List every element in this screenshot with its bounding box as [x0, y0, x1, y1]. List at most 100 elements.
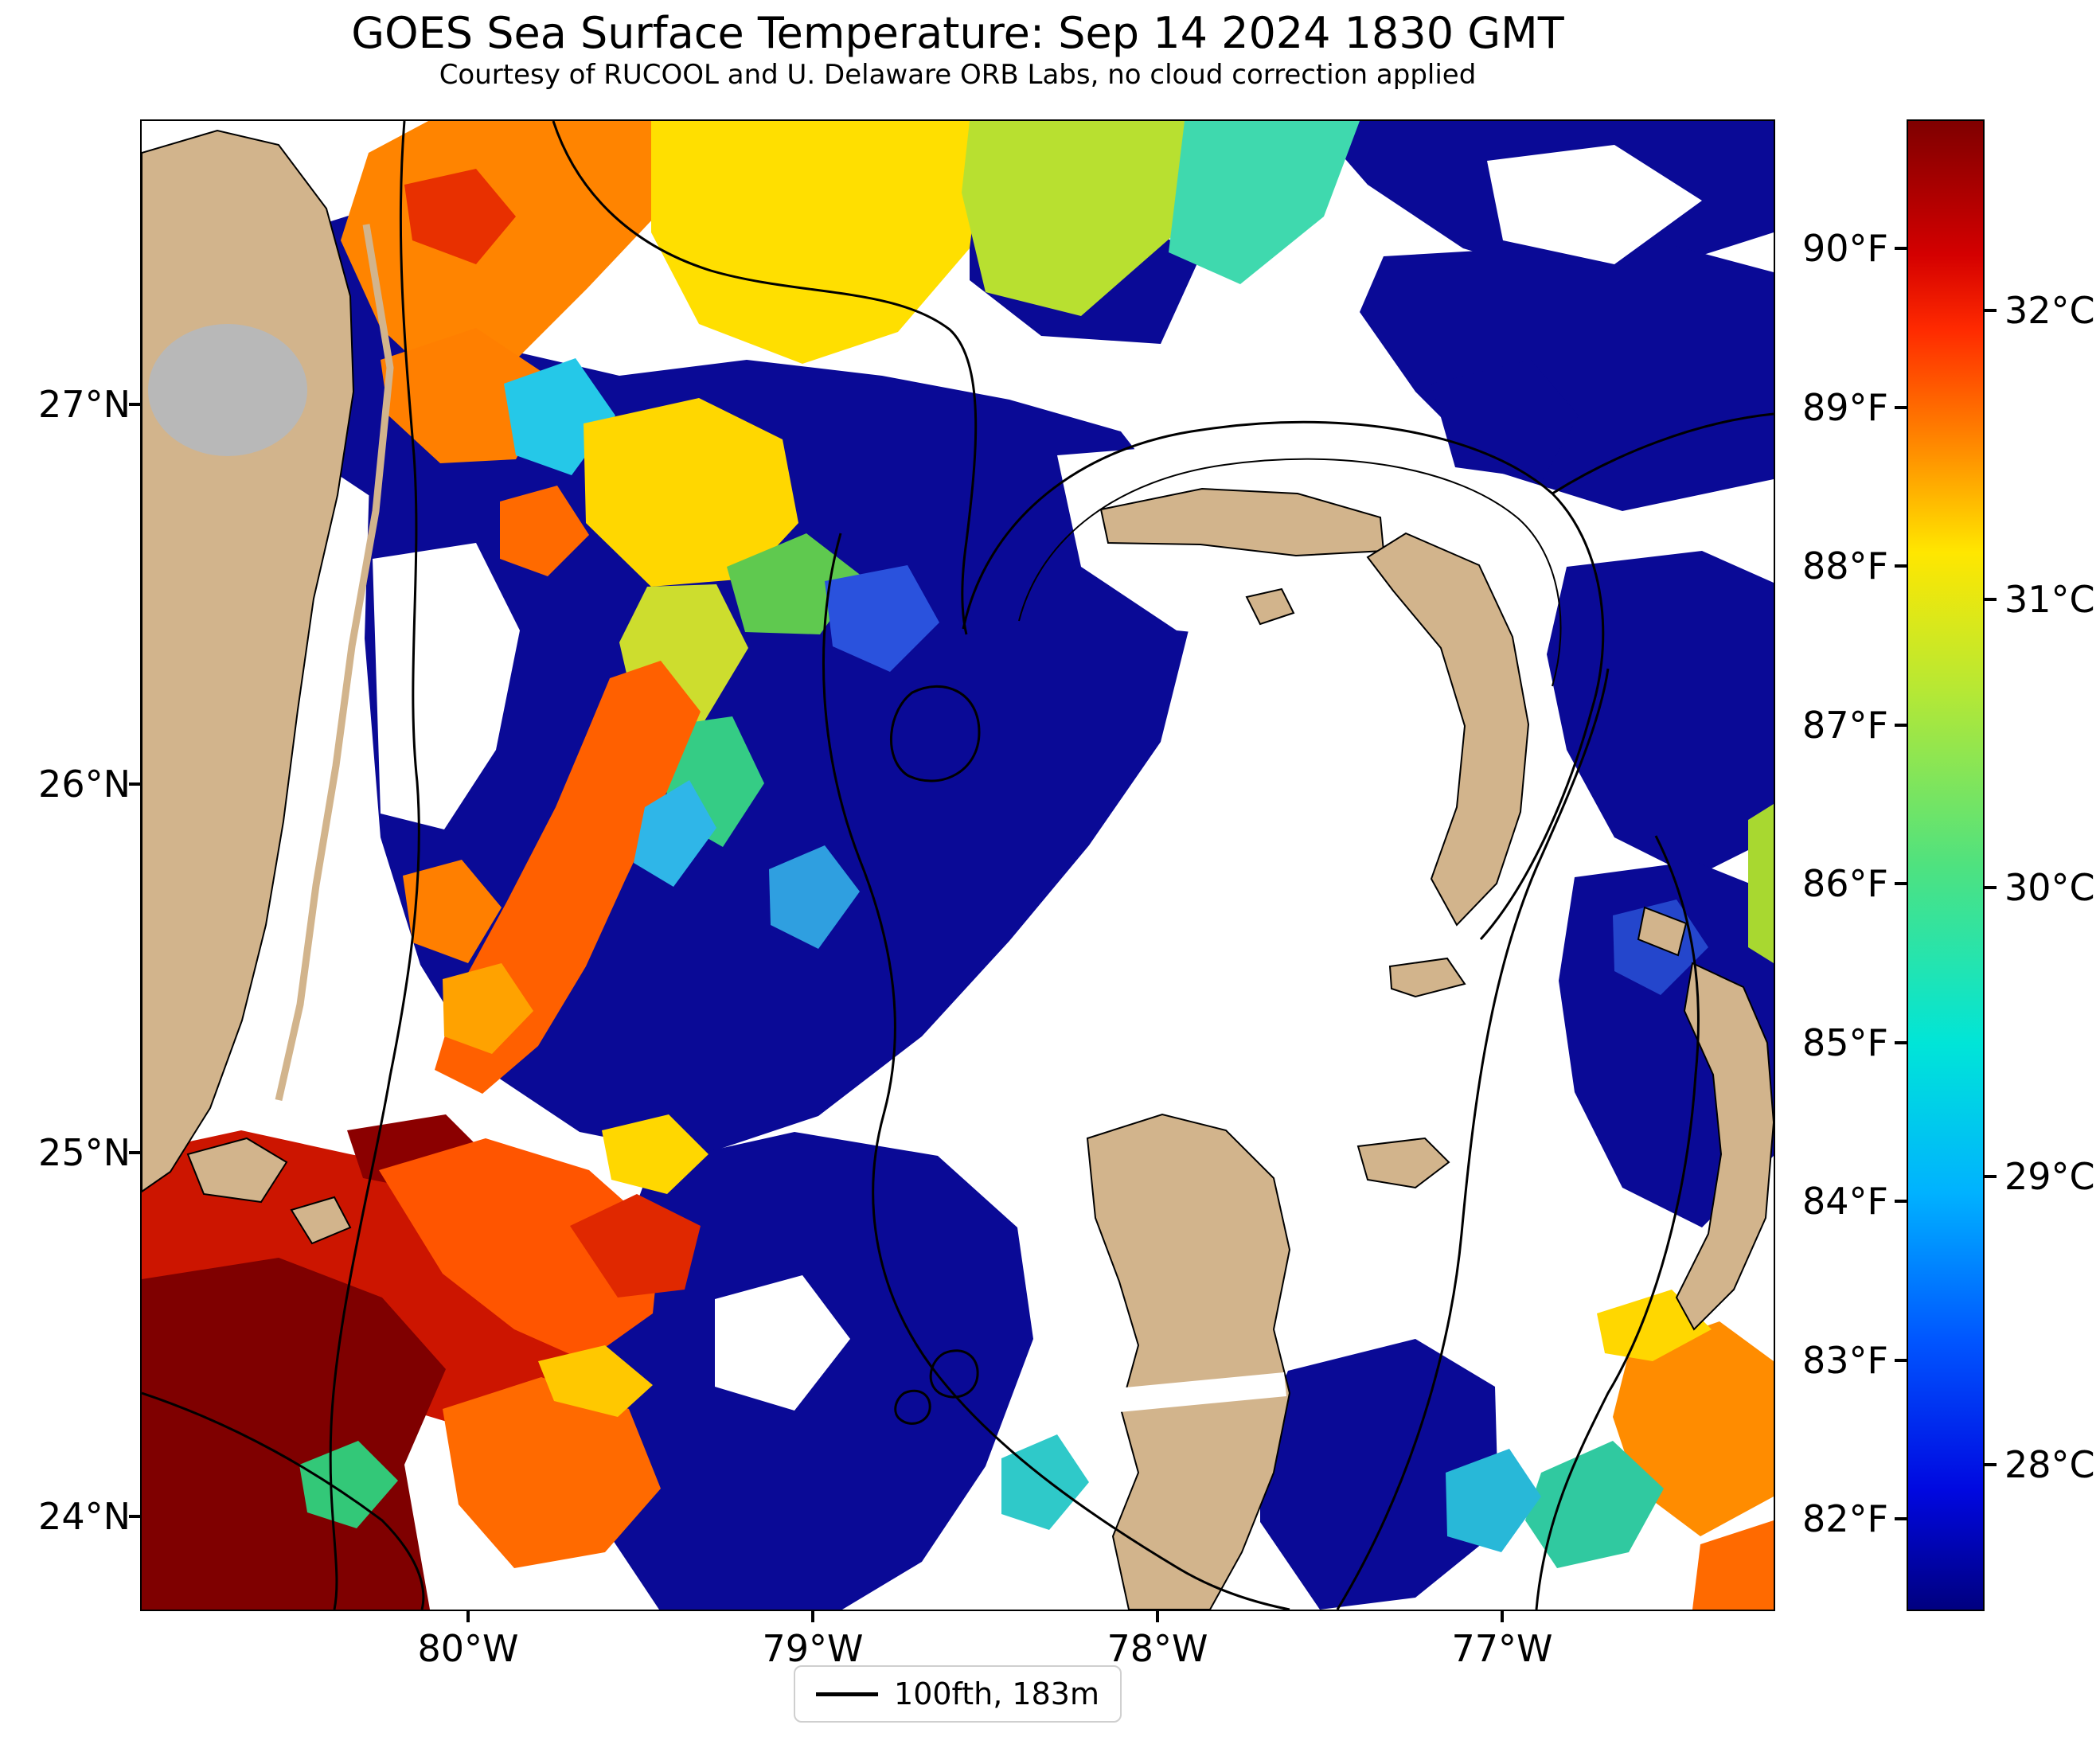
ocean-navy-bottom-right-center	[1260, 1339, 1499, 1610]
colorbar-fahrenheit-label: 88°F	[1802, 544, 1888, 587]
colorbar-celsius-tick-mark	[1985, 1463, 1997, 1466]
colorbar-celsius-tick-mark	[1985, 886, 1997, 889]
land-new-providence	[1356, 1137, 1450, 1189]
longitude-tick-label: 77°W	[1451, 1627, 1553, 1670]
latitude-tick-mark	[129, 782, 142, 786]
sst-se-cyan-ring	[1446, 1449, 1541, 1552]
colorbar-fahrenheit-label: 89°F	[1802, 386, 1888, 429]
contour-great-bank-east	[1336, 668, 1610, 1610]
sst-top-yellowgreen-band	[962, 121, 1200, 316]
contour-great-bank-west	[822, 533, 1290, 1610]
sst-map-panel	[140, 119, 1775, 1611]
colorbar-celsius-label: 30°C	[2004, 866, 2095, 909]
sst-top-yellow-band	[651, 121, 986, 364]
sst-green-dab-low	[299, 1441, 398, 1528]
sst-cyan-dab-bottom	[1001, 1434, 1089, 1530]
colorbar-fahrenheit-tick-mark	[1895, 406, 1907, 409]
latitude-tick-label: 24°N	[38, 1495, 131, 1538]
land-andros-channel	[1117, 1372, 1286, 1412]
sst-coast-orange-1	[403, 860, 502, 963]
figure-subtitle: Courtesy of RUCOOL and U. Delaware ORB L…	[439, 59, 1477, 91]
longitude-tick-label: 80°W	[417, 1627, 519, 1670]
contour-eleuthera-west	[1535, 835, 1700, 1610]
colorbar-celsius-tick-mark	[1985, 1175, 1997, 1178]
colorbar-fahrenheit-tick-mark	[1895, 1359, 1907, 1362]
sst-se-orange-corner	[1692, 1520, 1774, 1610]
cloud-hole-bottom	[715, 1275, 850, 1411]
colorbar-fahrenheit-label: 84°F	[1802, 1180, 1888, 1223]
latitude-tick-label: 26°N	[38, 763, 131, 806]
contour-tongue-loop	[890, 685, 981, 782]
contour-small-loop-1	[929, 1349, 979, 1399]
sst-right-edge-green	[1748, 804, 1774, 963]
land-keys-2	[290, 1196, 352, 1245]
colorbar-fahrenheit-tick-mark	[1895, 247, 1907, 250]
colorbar-fahrenheit-label: 83°F	[1802, 1339, 1888, 1382]
lake-okeechobee	[148, 324, 307, 456]
latitude-tick-mark	[129, 1151, 142, 1154]
sst-top-cyangreen-band	[1169, 121, 1360, 284]
sst-se-cyan-patch	[1525, 1441, 1664, 1568]
sst-cyan-dab-mid	[769, 845, 860, 949]
longitude-tick-mark	[1501, 1610, 1504, 1622]
latitude-tick-label: 25°N	[38, 1131, 131, 1174]
longitude-tick-mark	[811, 1610, 814, 1622]
sst-orange-dab	[500, 486, 589, 576]
colorbar-fahrenheit-tick-mark	[1895, 564, 1907, 568]
colorbar-celsius-tick-mark	[1985, 309, 1997, 312]
latitude-tick-label: 27°N	[38, 383, 131, 426]
land-barrier-island	[275, 224, 394, 1101]
colorbar-fahrenheit-tick-mark	[1895, 882, 1907, 885]
cloud-hole-central-west	[373, 543, 520, 829]
sst-orange-blob-low	[443, 1377, 661, 1568]
land-andros	[1086, 1113, 1291, 1610]
colorbar-celsius-label: 28°C	[2004, 1443, 2095, 1486]
sst-darkred-corner	[142, 1258, 446, 1610]
longitude-tick-label: 78°W	[1107, 1627, 1208, 1670]
latitude-tick-mark	[129, 403, 142, 406]
contour-florida-shelf	[329, 121, 420, 1610]
land-eleuthera-north	[1637, 906, 1688, 957]
sst-yellow-fringe-low	[538, 1345, 653, 1417]
colorbar-fahrenheit-tick-mark	[1895, 1517, 1907, 1520]
land-eleuthera	[1675, 962, 1774, 1331]
longitude-tick-mark	[1156, 1610, 1159, 1622]
colorbar-celsius-label: 31°C	[2004, 578, 2095, 621]
legend: 100fth, 183m	[794, 1665, 1122, 1723]
sst-blue-patch	[825, 565, 939, 672]
colorbar-fahrenheit-tick-mark	[1895, 724, 1907, 727]
contour-southwest	[142, 1391, 425, 1610]
legend-line-sample	[816, 1692, 879, 1696]
sst-red-extension	[570, 1194, 701, 1298]
sst-top-red-speckle	[404, 169, 516, 264]
colorbar-fahrenheit-label: 82°F	[1802, 1497, 1888, 1540]
ocean-navy-topright-2	[1360, 240, 1774, 511]
contour-shelf-north	[552, 121, 978, 635]
figure-title: GOES Sea Surface Temperature: Sep 14 202…	[351, 8, 1564, 58]
colorbar-celsius-label: 32°C	[2004, 289, 2095, 332]
colorbar-fahrenheit-label: 86°F	[1802, 862, 1888, 905]
colorbar-fahrenheit-tick-mark	[1895, 1200, 1907, 1203]
colorbar-celsius-label: 29°C	[2004, 1155, 2095, 1198]
longitude-tick-label: 79°W	[762, 1627, 864, 1670]
sst-map-canvas	[142, 121, 1774, 1610]
sst-yellow-speckle-sw	[602, 1114, 708, 1194]
sst-filament-cyan-edge	[634, 780, 716, 887]
ocean-navy-abaco-east	[1431, 360, 1579, 479]
colorbar	[1907, 119, 1985, 1611]
contour-little-bahama-bank	[962, 420, 1605, 941]
latitude-tick-mark	[129, 1515, 142, 1518]
contour-little-bahama-inner	[1018, 458, 1562, 687]
sst-yellow-blob	[584, 398, 798, 587]
longitude-tick-mark	[466, 1610, 470, 1622]
colorbar-fahrenheit-label: 85°F	[1802, 1021, 1888, 1064]
land-abaco	[1366, 532, 1530, 927]
land-berry-islands	[1388, 957, 1466, 998]
legend-label: 100fth, 183m	[894, 1676, 1099, 1711]
colorbar-fahrenheit-tick-mark	[1895, 1041, 1907, 1044]
contour-small-loop-2	[894, 1389, 931, 1425]
colorbar-fahrenheit-label: 90°F	[1802, 227, 1888, 270]
contour-northeast-ext	[1552, 412, 1774, 495]
land-keys-1	[186, 1137, 288, 1204]
